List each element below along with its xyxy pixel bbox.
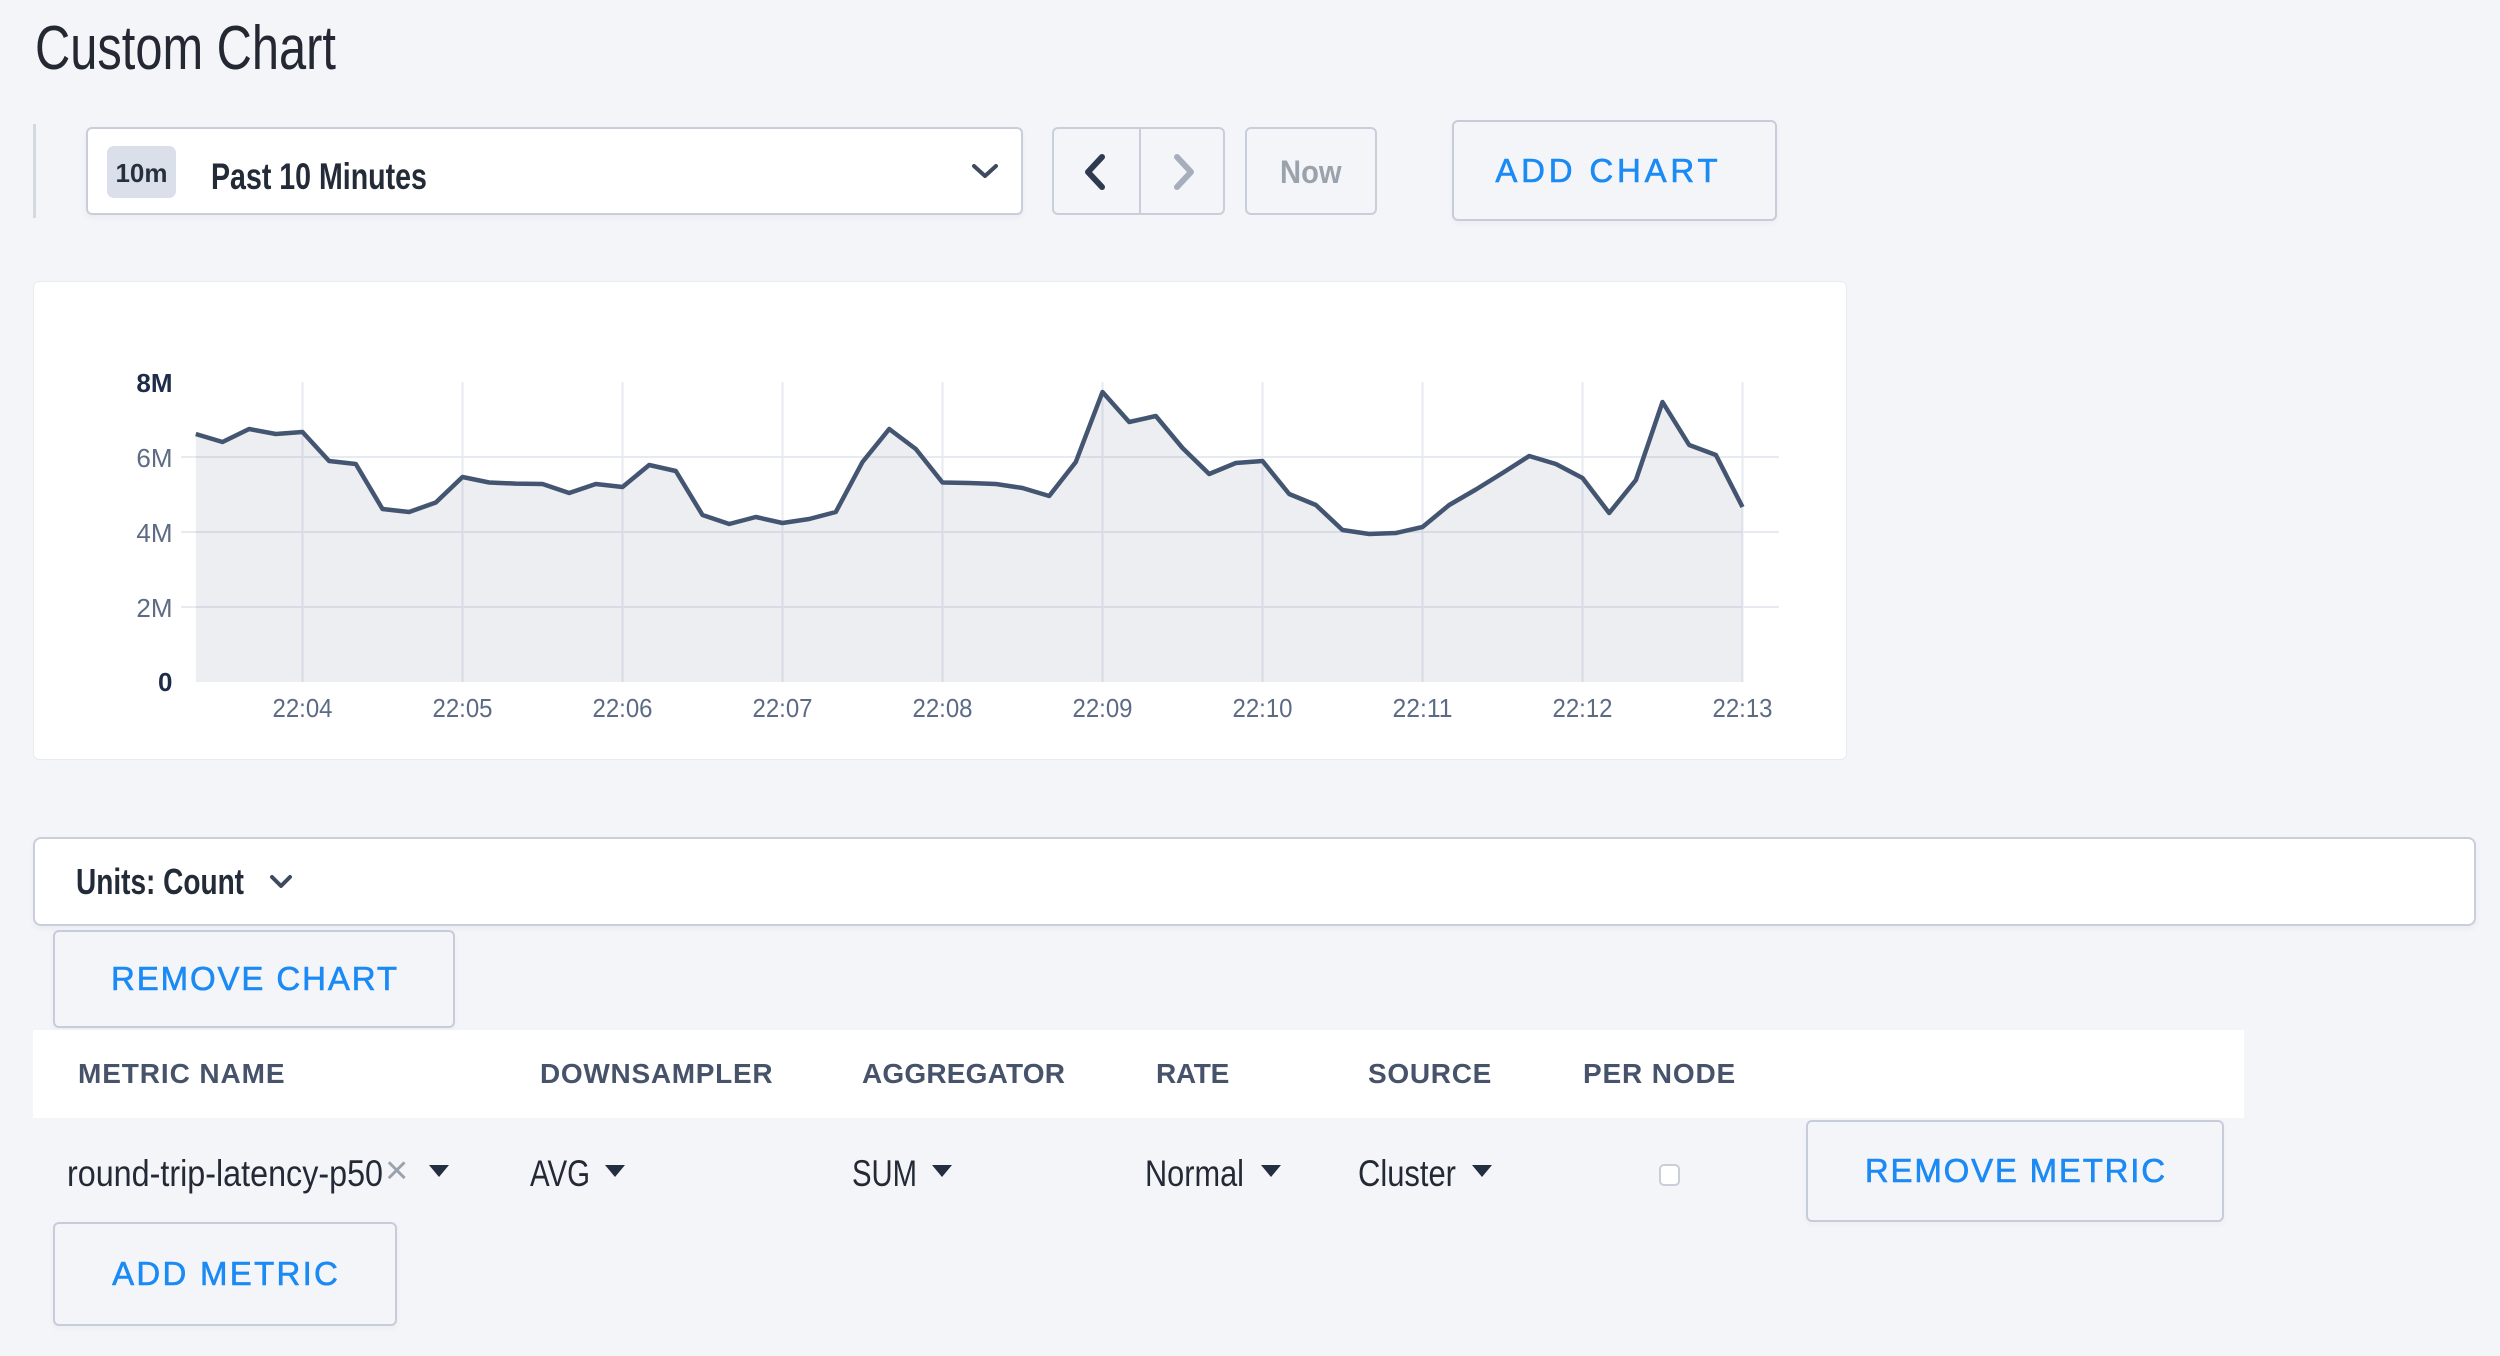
svg-text:8M: 8M [136, 368, 172, 398]
svg-text:22:08: 22:08 [913, 693, 973, 723]
svg-text:22:09: 22:09 [1073, 693, 1133, 723]
svg-text:0: 0 [158, 667, 172, 697]
svg-text:22:06: 22:06 [593, 693, 653, 723]
svg-text:22:13: 22:13 [1713, 693, 1773, 723]
svg-text:22:07: 22:07 [753, 693, 813, 723]
svg-text:4M: 4M [136, 518, 172, 548]
svg-text:22:11: 22:11 [1393, 693, 1453, 723]
svg-text:22:12: 22:12 [1553, 693, 1613, 723]
svg-text:22:10: 22:10 [1233, 693, 1293, 723]
svg-text:22:04: 22:04 [273, 693, 333, 723]
svg-text:2M: 2M [136, 593, 172, 623]
svg-text:6M: 6M [136, 443, 172, 473]
svg-text:22:05: 22:05 [433, 693, 493, 723]
